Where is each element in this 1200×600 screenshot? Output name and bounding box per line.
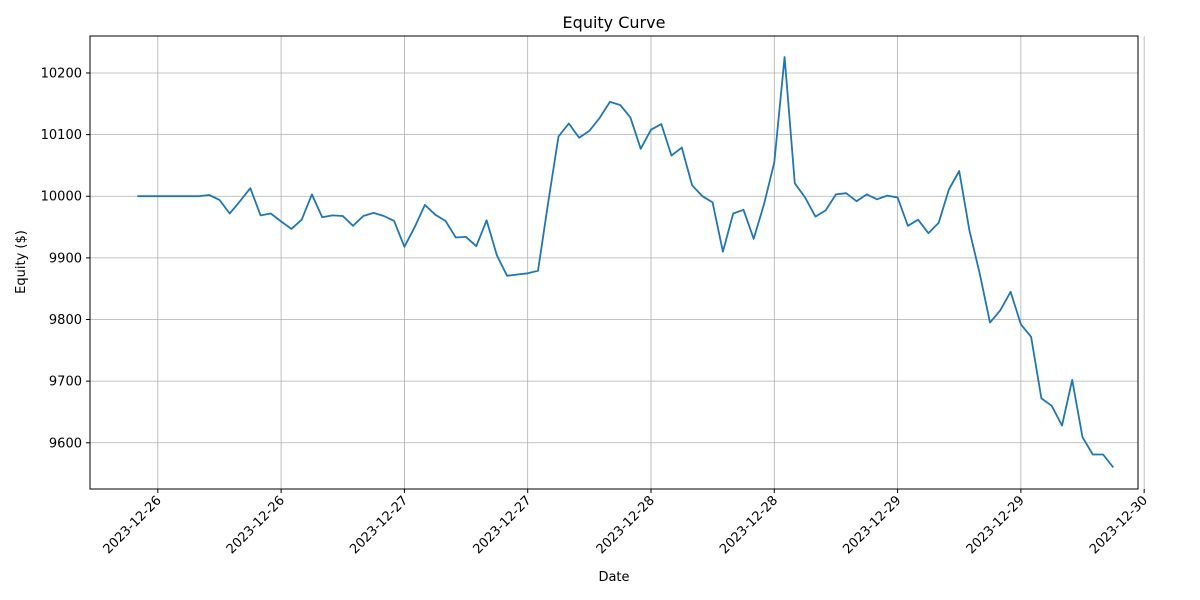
y-tick-label: 9800 — [49, 313, 82, 328]
y-tick-label: 9600 — [49, 436, 82, 451]
series-layer — [137, 56, 1115, 468]
chart-title: Equity Curve — [563, 13, 666, 32]
y-tick-label: 10200 — [41, 66, 82, 81]
x-axis-label: Date — [598, 570, 629, 585]
y-axis-label: Equity ($) — [14, 230, 29, 294]
plot-area-frame — [89, 35, 1139, 490]
y-tick-label: 10000 — [41, 190, 82, 205]
equity-series-line — [137, 56, 1115, 468]
y-tick-label: 9900 — [49, 251, 82, 266]
y-tick-label: 9700 — [49, 375, 82, 390]
y-tick-label: 10100 — [41, 128, 82, 143]
grid-layer — [90, 36, 1145, 489]
y-axis: 9600 9700 9800 9900 10000 10100 10200 — [41, 66, 90, 451]
